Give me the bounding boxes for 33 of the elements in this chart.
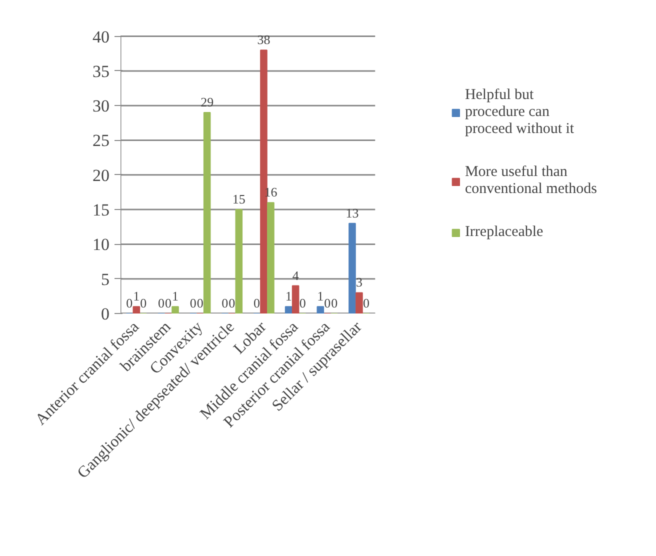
data-label: 0 — [222, 296, 228, 310]
y-tick-label: 25 — [92, 131, 110, 150]
y-tick-label: 40 — [92, 27, 110, 46]
data-label: 1 — [285, 288, 292, 304]
data-label: 0 — [299, 296, 306, 310]
y-tick-label: 5 — [101, 270, 110, 289]
data-label: 3 — [356, 274, 362, 290]
y-tick-label: 20 — [92, 166, 110, 185]
data-label: 0 — [228, 296, 236, 310]
data-label: 1 — [172, 288, 178, 304]
data-label: 38 — [257, 32, 270, 48]
data-label: 1 — [317, 288, 324, 304]
data-label: 0 — [324, 296, 331, 310]
legend-label: Irreplaceable — [464, 224, 544, 241]
y-tick-label: 30 — [92, 96, 110, 116]
y-tick-label: 35 — [92, 62, 110, 81]
y-tick-label: 0 — [101, 304, 110, 324]
y-tick-label: 15 — [92, 200, 110, 220]
legend-label: Helpful but procedure can proceed without it — [464, 87, 574, 138]
data-label: 0 — [140, 296, 147, 310]
data-label: 0 — [362, 296, 370, 310]
data-label: 0 — [158, 296, 164, 310]
data-label: 13 — [346, 205, 359, 220]
data-label: 0 — [253, 296, 260, 310]
data-label: 15 — [232, 192, 246, 207]
data-label: 0 — [190, 296, 196, 310]
data-label: 1 — [133, 288, 140, 304]
legend-label: More useful than conventional methods — [464, 164, 597, 198]
data-label: 0 — [331, 296, 338, 310]
data-label: 0 — [164, 296, 172, 310]
data-label: 0 — [126, 296, 133, 310]
data-label: 0 — [196, 296, 204, 310]
y-tick-label: 10 — [92, 235, 110, 254]
